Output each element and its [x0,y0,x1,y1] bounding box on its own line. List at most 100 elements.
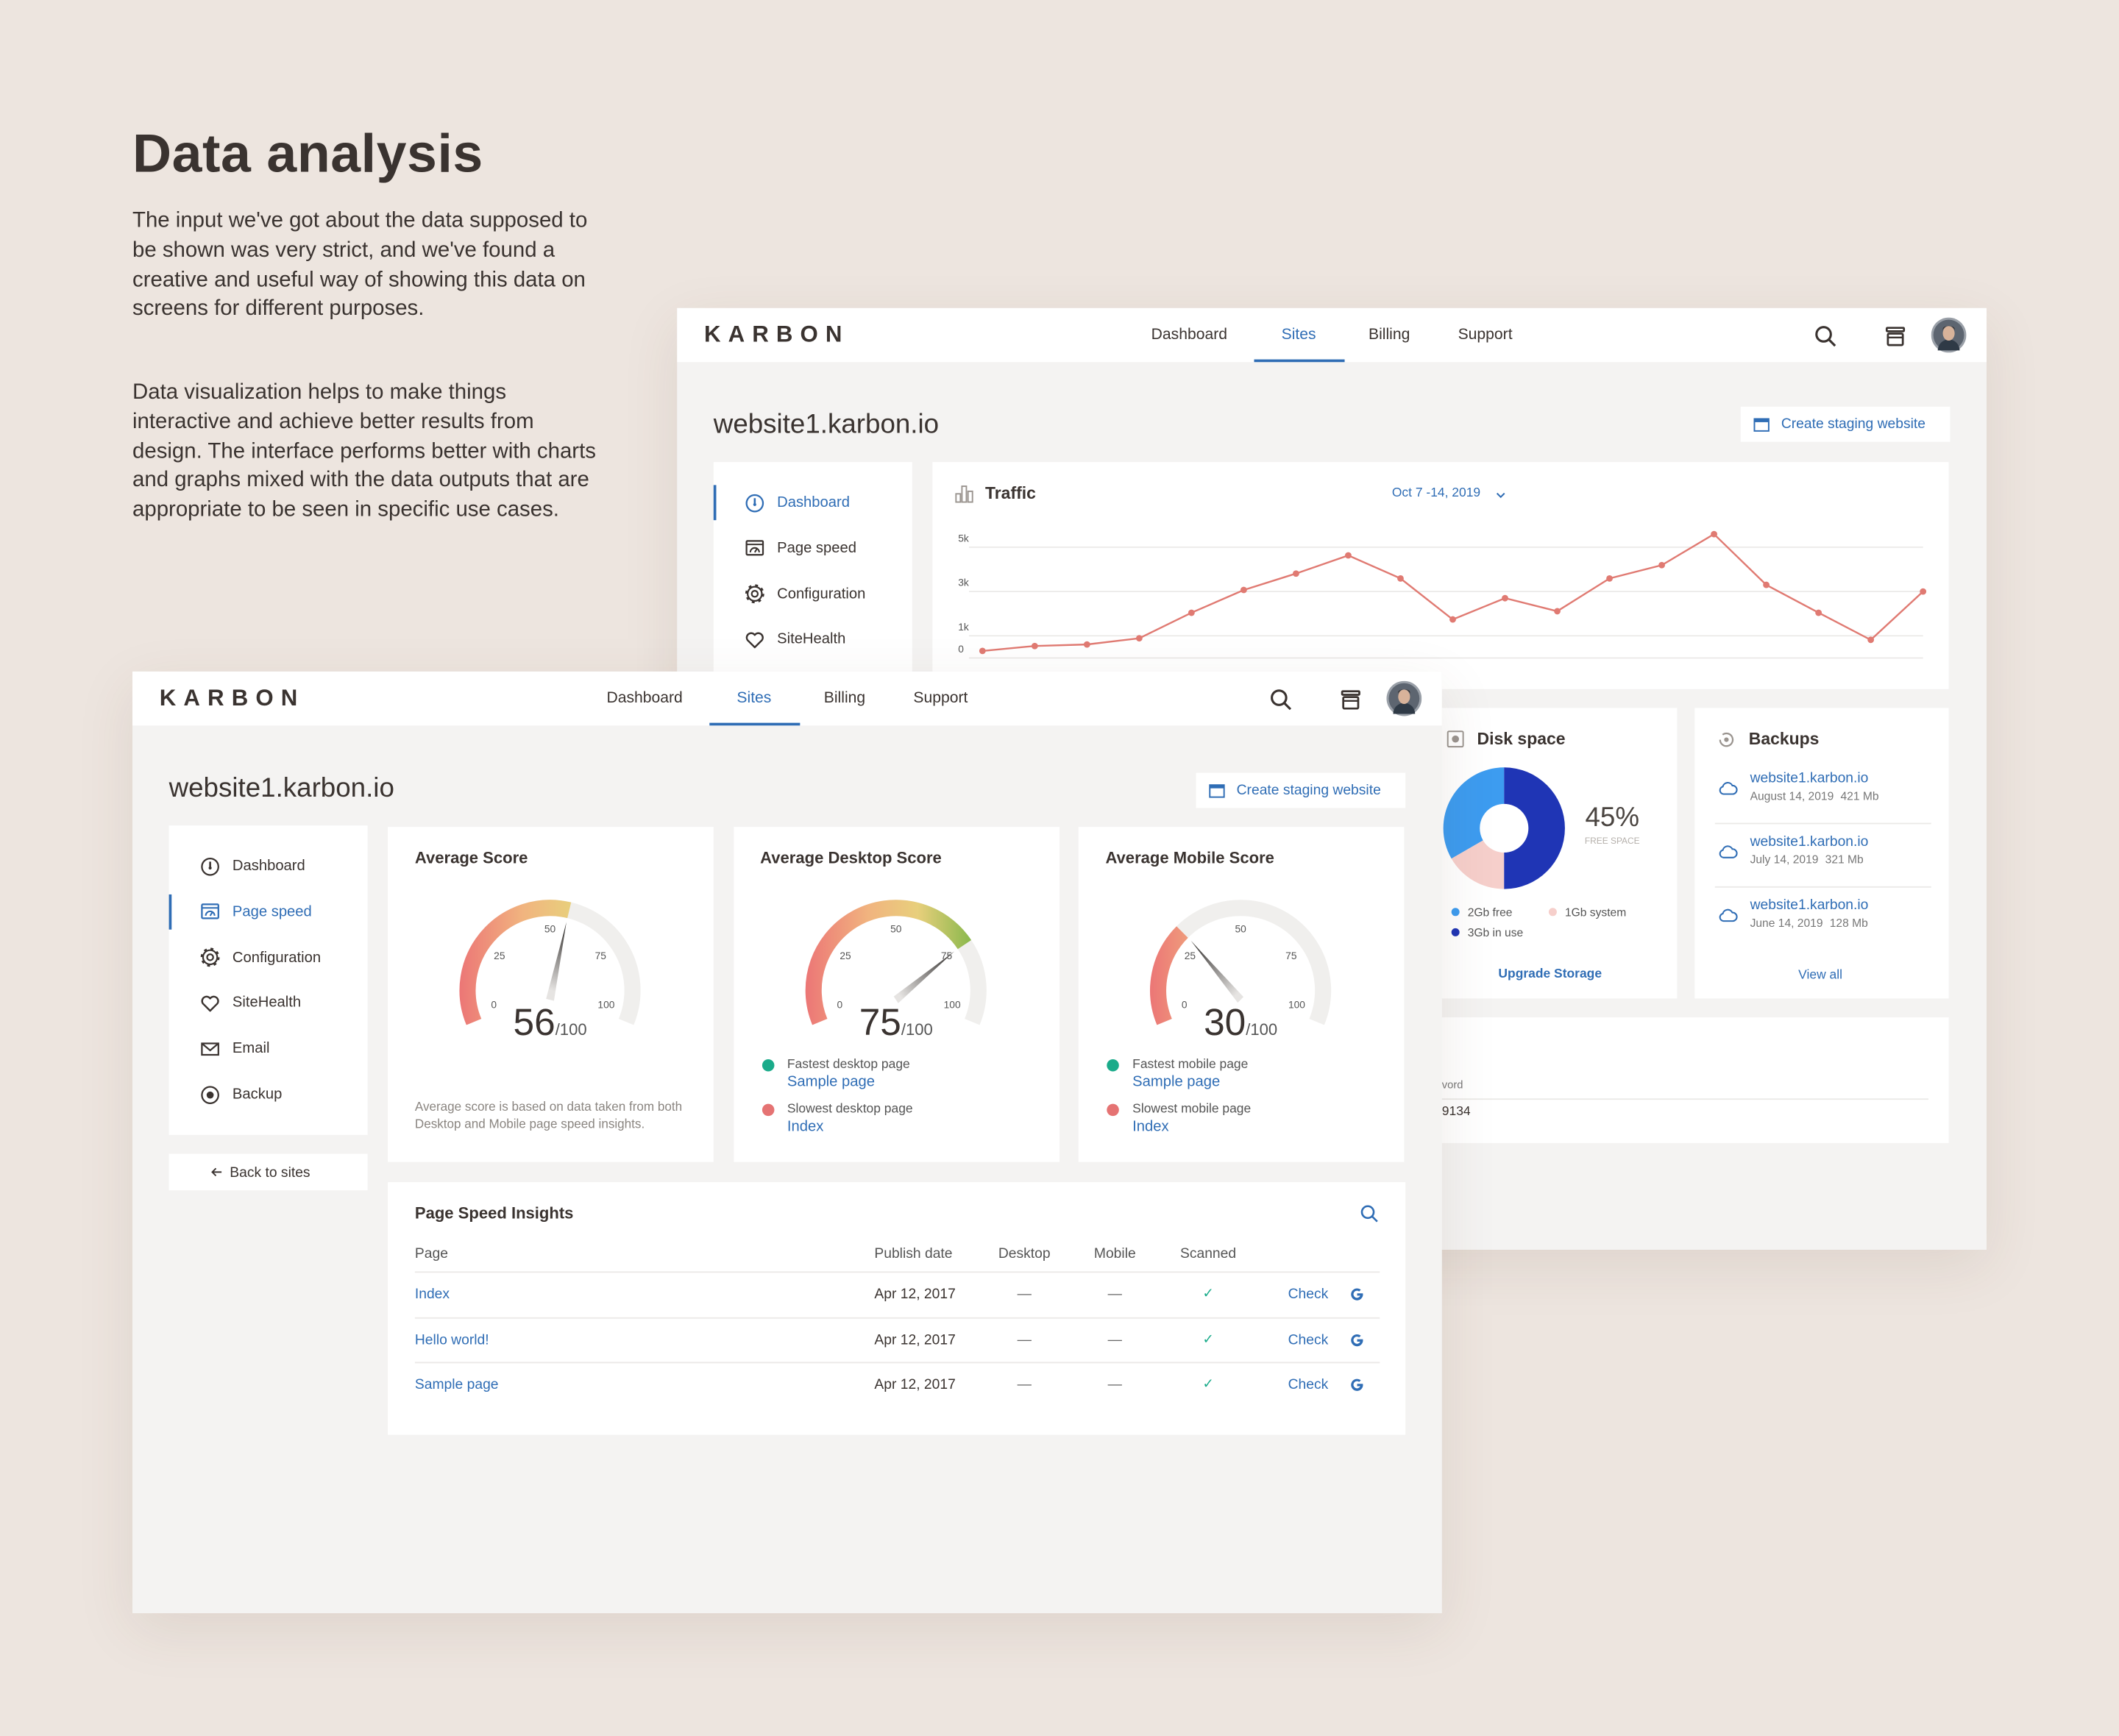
logo: KARBON [703,321,850,348]
row-separator [414,1271,1380,1273]
mobile-score: — [1107,1331,1122,1348]
staging-button[interactable]: Create staging website [1740,406,1951,442]
gear-icon-part [744,584,764,604]
nav-link[interactable]: Sites [1281,327,1316,344]
avatar-icon-part [1393,702,1416,714]
nav-link[interactable]: Support [913,690,968,707]
gear-icon-part [201,949,218,966]
traffic-line [982,533,1924,652]
view-all-link[interactable]: View all [1798,968,1843,983]
backups-card: Backups website1.karbon.io August 14, 2019… [1694,708,1949,999]
staging-button[interactable]: Create staging website [1196,772,1406,808]
backup-size: 421 Mb [1840,789,1879,803]
sidebar-link[interactable]: Email [232,1040,270,1057]
check-link[interactable]: Check [1288,1286,1329,1303]
card-action[interactable]: Upgrade Storage [1498,967,1602,982]
sidebar-link[interactable]: SiteHealth [232,995,302,1011]
arrow-icon [210,1167,221,1177]
search-icon [1360,1205,1378,1223]
heart-icon-part [200,995,219,1012]
date-range[interactable]: Oct 7 -14, 2019 [1391,485,1481,501]
mail-icon-part [200,1042,219,1056]
google-icon-part [1351,1288,1363,1301]
button-label: Back to sites [230,1164,310,1181]
dashboard-icon-part [752,502,756,506]
nav-link[interactable]: Billing [823,690,866,707]
donut-center-caption: FREE SPACE [1584,836,1640,847]
sidebar-link[interactable]: Backup [232,1086,283,1103]
chart-canvas: 0 1k 3k 5k [958,530,1927,659]
card-note: Average score is based on data taken fro… [414,1100,683,1131]
nav-link[interactable]: Sites [736,690,772,707]
dashboard-icon [745,493,764,512]
backup-name[interactable]: website1.karbon.io [1750,833,1869,850]
window-icon-part [1209,784,1224,788]
traffic-point [1867,636,1875,644]
sidebar-link[interactable]: Dashboard [232,858,305,875]
traffic-point [1083,641,1090,648]
search-icon-part [1814,325,1831,342]
sidebar-link[interactable]: Dashboard [777,494,850,511]
dashboard-icon-part [207,866,211,869]
nav-link[interactable]: Dashboard [1151,327,1227,344]
traffic-point [1763,581,1770,588]
column-header: Publish date [874,1245,953,1262]
legend-swatch [1548,908,1557,917]
nav-bar: KARBON Dashboard Sites Billing Support [132,671,1442,726]
page-link[interactable]: Hello world! [414,1331,489,1348]
check-link[interactable]: Check [1288,1377,1329,1394]
active-tab-indicator [1254,359,1345,363]
legend-label: 1Gb system [1564,905,1627,919]
google-icon [1351,1379,1363,1392]
gauge-tick-label: 25 [1185,950,1196,961]
box-icon [1340,689,1360,709]
sidebar-link[interactable]: Configuration [777,586,866,602]
card-title: Disk space [1477,729,1566,749]
gauge-value-max: /100 [901,1020,932,1039]
card-title: Traffic [984,483,1036,503]
gauge-tick-label: 75 [1285,950,1297,961]
nav-link[interactable]: Billing [1368,327,1410,344]
sidebar-link[interactable]: Configuration [232,949,322,966]
status-dot [1107,1103,1119,1117]
page-link[interactable]: Sample page [787,1074,875,1091]
desktop-score: — [1017,1331,1032,1348]
sidebar-link[interactable]: Page speed [232,903,312,920]
nav-link[interactable]: Support [1458,327,1513,344]
search-icon-part [1270,689,1287,705]
sidebar: Dashboard Page speed Configuration SiteHeal… [168,825,368,1135]
dashboard-icon-part [200,857,219,875]
gauge-tick-label: 75 [940,950,952,961]
dashboard-icon-part [745,493,764,512]
page-link[interactable]: Index [414,1286,450,1303]
cloud-icon [1718,908,1737,922]
back-button[interactable]: Back to sites [168,1153,368,1191]
speed-icon-part [748,547,759,553]
legend-label: 3Gb in use [1467,925,1524,939]
page-link[interactable]: Sample page [1132,1074,1221,1091]
status-dot [1107,1059,1119,1072]
page-link[interactable]: Index [787,1118,824,1135]
gauge-tick-label: 0 [491,1000,497,1011]
google-icon [1351,1288,1363,1301]
traffic-point [1293,570,1299,577]
backup-icon-part [200,1085,219,1104]
box-icon-part [1886,332,1903,346]
restore-icon-part [1718,731,1733,747]
backup-name[interactable]: website1.karbon.io [1750,897,1869,914]
page-link[interactable]: Index [1132,1118,1169,1135]
page-link[interactable]: Sample page [414,1377,499,1394]
check-link[interactable]: Check [1288,1331,1329,1348]
sidebar-link[interactable]: Page speed [777,540,856,557]
sidebar-link[interactable]: SiteHealth [777,631,846,648]
column-header: Desktop [998,1245,1051,1262]
arrow-icon-part [210,1167,216,1177]
chart-canvas: 0 25 50 75 100 75/100 [804,900,986,1043]
gauge-value-number: 30 [1204,1000,1246,1043]
backup-name[interactable]: website1.karbon.io [1750,769,1869,786]
google-icon-part [1351,1334,1363,1346]
heart-icon-part [745,632,763,649]
traffic-point [1658,561,1665,569]
backup-meta: August 14, 2019 421 Mb [1750,789,1879,803]
nav-link[interactable]: Dashboard [606,690,683,707]
